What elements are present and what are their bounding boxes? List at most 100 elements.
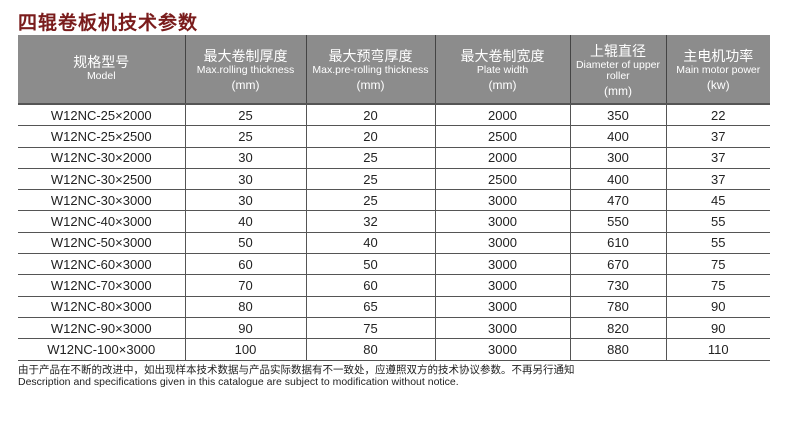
table-cell: 25: [305, 147, 435, 169]
table-cell: 100: [184, 338, 306, 361]
table-cell: 300: [569, 147, 666, 169]
table-cell: 50: [184, 232, 306, 255]
table-row: W12NC-60×3000 60 50 3000 670 75: [18, 253, 770, 276]
table-cell: 55: [665, 210, 770, 233]
table-cell: W12NC-100×3000: [18, 338, 185, 361]
table-cell: 37: [665, 147, 770, 169]
table-cell: W12NC-25×2000: [18, 104, 185, 127]
table-row: W12NC-90×3000 90 75 3000 820 90: [18, 317, 770, 340]
table-row: W12NC-25×2000 25 20 2000 350 22: [18, 104, 770, 127]
note-chinese: 由于产品在不断的改进中，如出现样本技术数据与产品实际数据有不一致处，应遵照双方的…: [18, 364, 575, 376]
header-row: 规格型号 Model 最大卷制厚度 Max.rolling thickness (mm)…: [18, 35, 770, 104]
table-cell: 75: [665, 253, 770, 276]
table-cell: 470: [569, 189, 666, 212]
column-header: 规格型号 Model: [18, 35, 185, 104]
table-cell: W12NC-25×2500: [18, 125, 185, 148]
table-cell: 37: [665, 168, 770, 191]
table-cell: 670: [569, 253, 666, 276]
header-cn: 主电机功率: [683, 48, 754, 64]
table-cell: 45: [665, 189, 770, 212]
table-cell: 20: [305, 104, 435, 127]
table-cell: W12NC-30×3000: [18, 189, 185, 212]
table-cell: 780: [569, 296, 666, 318]
table-cell: 50: [305, 253, 435, 276]
table-cell: 730: [569, 274, 666, 297]
table-cell: 25: [305, 189, 435, 212]
table-cell: 37: [665, 125, 770, 148]
table-cell: 2000: [434, 147, 570, 169]
header-unit: (kw): [706, 78, 730, 92]
table-cell: W12NC-30×2000: [18, 147, 185, 169]
table-cell: 3000: [434, 338, 570, 361]
table-cell: 90: [665, 296, 770, 318]
table-row: W12NC-30×2000 30 25 2000 300 37: [18, 147, 770, 169]
header-cn: 上辊直径: [590, 42, 646, 59]
table-cell: 550: [569, 210, 666, 233]
table-cell: 70: [184, 274, 306, 297]
table-cell: 25: [305, 168, 435, 191]
header-cn: 最大卷制厚度: [203, 48, 288, 64]
table-cell: 32: [305, 210, 435, 233]
header-en: Plate width: [476, 64, 529, 76]
page-title: 四辊卷板机技术参数: [18, 13, 199, 34]
table-cell: 30: [184, 168, 306, 191]
table-cell: 350: [569, 104, 666, 127]
table-cell: 80: [184, 296, 306, 318]
table-cell: 3000: [434, 189, 570, 212]
header-en: Max.rolling thickness: [196, 64, 295, 76]
header-en: Max.pre-rolling thickness: [312, 64, 429, 76]
table-cell: 90: [665, 317, 770, 340]
table-row: W12NC-100×3000 100 80 3000 880 110: [18, 338, 770, 361]
header-unit: (mm): [356, 78, 385, 92]
table-cell: 2500: [434, 168, 570, 191]
table-cell: 3000: [434, 253, 570, 276]
table-cell: 60: [305, 274, 435, 297]
table-cell: 880: [569, 338, 666, 361]
table-cell: 3000: [434, 274, 570, 297]
column-header: 主电机功率 Main motor power (kw): [665, 35, 770, 104]
table-cell: 22: [665, 104, 770, 127]
table-row: W12NC-25×2500 25 20 2500 400 37: [18, 125, 770, 148]
header-cn: 最大预弯厚度: [328, 48, 413, 64]
table-cell: W12NC-30×2500: [18, 168, 185, 191]
table-cell: 2500: [434, 125, 570, 148]
column-header: 最大卷制宽度 Plate width (mm): [434, 35, 570, 104]
table-cell: W12NC-50×3000: [18, 232, 185, 255]
table-cell: 25: [184, 125, 306, 148]
table-cell: 55: [665, 232, 770, 255]
header-cn: 规格型号: [73, 53, 130, 70]
header-unit: (mm): [231, 78, 260, 92]
table-cell: 400: [569, 125, 666, 148]
column-header: 最大预弯厚度 Max.pre-rolling thickness (mm): [305, 35, 435, 104]
table-cell: 40: [305, 232, 435, 255]
table-cell: 3000: [434, 317, 570, 340]
table-cell: 75: [665, 274, 770, 297]
table-cell: 40: [184, 210, 306, 233]
table-cell: W12NC-60×3000: [18, 253, 185, 276]
header-unit: (mm): [604, 83, 632, 98]
table-row: W12NC-50×3000 50 40 3000 610 55: [18, 232, 770, 255]
header-unit: (mm): [488, 78, 517, 92]
table-cell: W12NC-70×3000: [18, 274, 185, 297]
header-en: Diameter of upper roller: [575, 58, 661, 82]
table-row: W12NC-70×3000 70 60 3000 730 75: [18, 274, 770, 297]
table-cell: 25: [184, 104, 306, 127]
header-cn: 最大卷制宽度: [460, 48, 545, 64]
table-cell: 110: [665, 338, 770, 361]
table-cell: W12NC-40×3000: [18, 210, 185, 233]
table-cell: 3000: [434, 232, 570, 255]
table-cell: 65: [305, 296, 435, 318]
table-cell: 3000: [434, 210, 570, 233]
table-cell: 75: [305, 317, 435, 340]
column-header: 最大卷制厚度 Max.rolling thickness (mm): [184, 35, 306, 104]
note-english: Description and specifications given in …: [18, 376, 459, 388]
spec-table: 规格型号 Model 最大卷制厚度 Max.rolling thickness (mm)…: [18, 35, 770, 361]
table-cell: 80: [305, 338, 435, 361]
table-row: W12NC-80×3000 80 65 3000 780 90: [18, 296, 770, 318]
header-en: Main motor power: [676, 64, 761, 76]
table-cell: 60: [184, 253, 306, 276]
table-row: W12NC-40×3000 40 32 3000 550 55: [18, 210, 770, 233]
table-cell: 30: [184, 147, 306, 169]
header-en: Model: [86, 69, 116, 82]
table-cell: 820: [569, 317, 666, 340]
